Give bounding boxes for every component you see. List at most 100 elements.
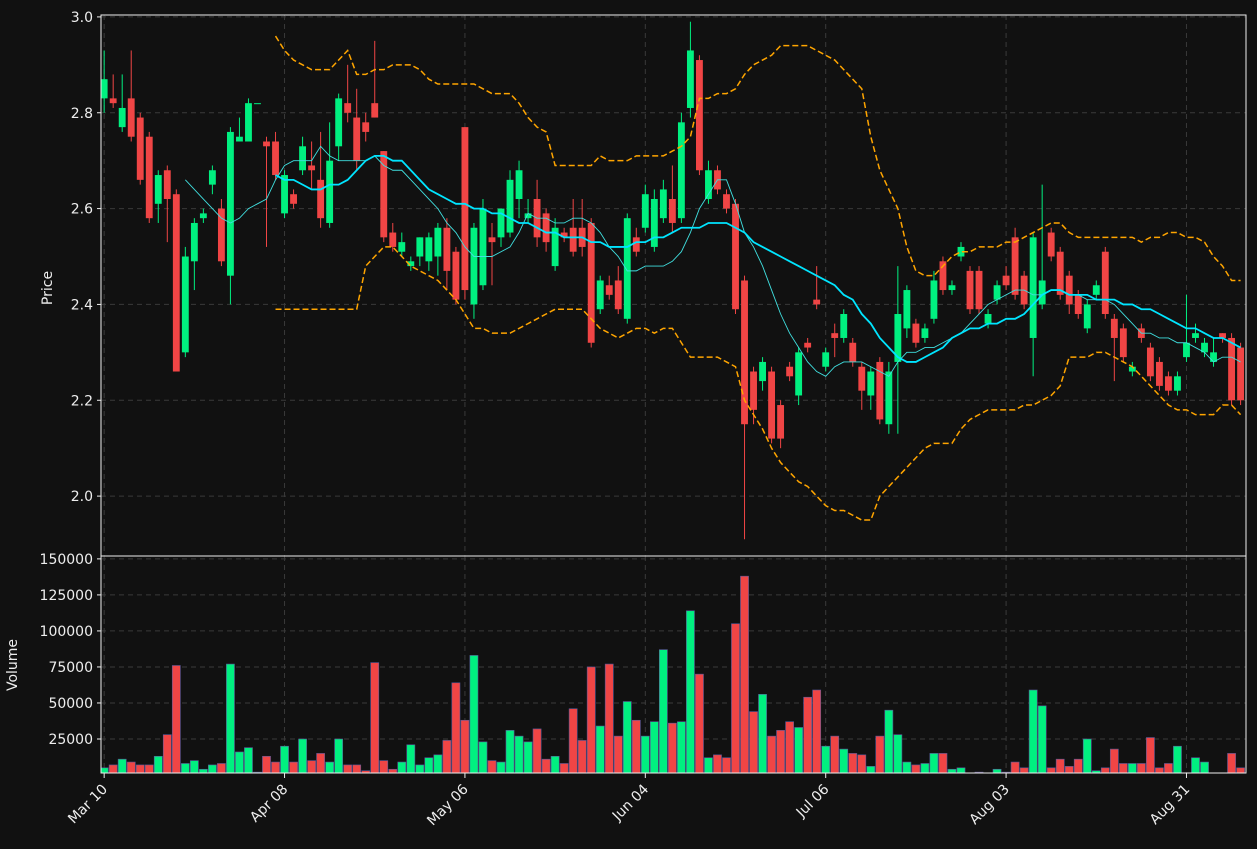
candle-body — [136, 117, 144, 180]
volume-bar — [1028, 689, 1038, 773]
volume-bar — [307, 760, 316, 773]
volume-bar — [992, 768, 1002, 773]
volume-bar — [568, 708, 578, 773]
volume-bar — [731, 623, 740, 773]
candle-body — [163, 170, 171, 200]
y-tick-label: 150000 — [40, 552, 93, 568]
candle-body — [101, 79, 108, 99]
volume-bar — [352, 764, 362, 773]
candle-body — [1083, 304, 1091, 329]
volume-bar — [577, 740, 587, 773]
volume-bar — [1127, 763, 1137, 773]
candle-body — [1155, 361, 1163, 386]
candle-body — [497, 208, 505, 238]
candle-body — [894, 314, 902, 362]
candle-body — [587, 222, 595, 343]
volume-bar — [406, 744, 416, 773]
volume-bar — [1191, 757, 1200, 773]
candle-body — [1065, 275, 1073, 305]
volume-bar — [415, 764, 425, 773]
candle-body — [1201, 342, 1208, 353]
y-tick-label: 50000 — [48, 696, 93, 712]
volume-bar — [388, 768, 398, 773]
panel-frame — [100, 555, 1247, 774]
candle-body — [804, 342, 812, 348]
volume-bar — [361, 770, 371, 773]
y-tick-label: 75000 — [48, 660, 93, 676]
candle-body — [966, 270, 974, 310]
volume-bar — [803, 696, 813, 773]
candle-body — [1174, 376, 1181, 391]
volume-bar — [487, 760, 497, 773]
volume-bar — [668, 722, 677, 773]
volume-bar — [1073, 758, 1083, 773]
candle-body — [993, 285, 1001, 300]
y-tick-label: 2.6 — [71, 202, 93, 218]
candle-body — [362, 122, 370, 132]
candle-body — [705, 170, 712, 200]
volume-bar — [893, 734, 903, 773]
candle-body — [614, 280, 622, 310]
volume-bar — [929, 753, 939, 773]
volume-bar — [271, 761, 280, 773]
candle-body — [542, 213, 550, 243]
volume-bar — [875, 735, 885, 773]
volume-bar — [1200, 761, 1209, 773]
candle-body — [858, 366, 866, 391]
candle-body — [1192, 333, 1199, 338]
volume-bar — [532, 728, 542, 773]
candle-body — [290, 194, 297, 204]
candle-body — [299, 146, 307, 171]
candle-body — [1002, 275, 1010, 286]
candle-body — [127, 98, 135, 137]
candle-body — [741, 280, 748, 425]
candles — [101, 21, 1245, 540]
candle-body — [1219, 333, 1226, 338]
volume-bar — [938, 753, 948, 773]
volume-bar — [640, 735, 650, 773]
candle-body — [921, 328, 929, 338]
volume-bar — [704, 757, 713, 773]
volume-bar — [126, 761, 136, 773]
y-tick-label: 2.0 — [71, 489, 93, 505]
volume-bar — [622, 701, 632, 773]
candle-body — [109, 98, 117, 104]
volume-bar — [451, 682, 461, 773]
volume-bar — [550, 755, 560, 773]
volume-bar — [785, 721, 794, 773]
volume-bars — [101, 575, 1245, 773]
volume-bar — [235, 751, 244, 773]
candle-body — [344, 103, 352, 113]
line-series — [274, 35, 1241, 282]
candle-body — [263, 141, 270, 147]
volume-bar — [343, 764, 353, 773]
candle-body — [1183, 342, 1190, 358]
volume-bar — [902, 761, 912, 773]
volume-bar — [171, 665, 181, 773]
volume-bar — [424, 757, 434, 773]
y-tick-label: 2.2 — [71, 393, 93, 409]
candle-body — [677, 122, 685, 219]
candle-body — [407, 261, 415, 267]
candle-body — [984, 314, 992, 324]
volume-bar — [1010, 761, 1020, 773]
volume-bar — [469, 655, 479, 773]
candle-body — [226, 131, 234, 276]
volume-bar — [1037, 705, 1047, 773]
volume-bar — [1019, 767, 1029, 773]
volume-bar — [1064, 766, 1074, 773]
volume-bar — [162, 734, 172, 773]
candle-body — [380, 151, 388, 238]
volume-bar — [316, 753, 325, 773]
line-series — [275, 246, 1242, 521]
volume-bar — [334, 738, 344, 773]
candle-body — [813, 299, 821, 305]
candle-body — [876, 361, 884, 420]
volume-bar — [713, 754, 722, 773]
y-tick-label: 25000 — [48, 732, 93, 748]
y-tick-label: 2.4 — [71, 297, 93, 313]
candle-body — [1110, 318, 1118, 338]
candle-body — [1038, 280, 1046, 305]
y-tick-label: 3.0 — [71, 10, 93, 26]
candle-body — [668, 199, 676, 223]
